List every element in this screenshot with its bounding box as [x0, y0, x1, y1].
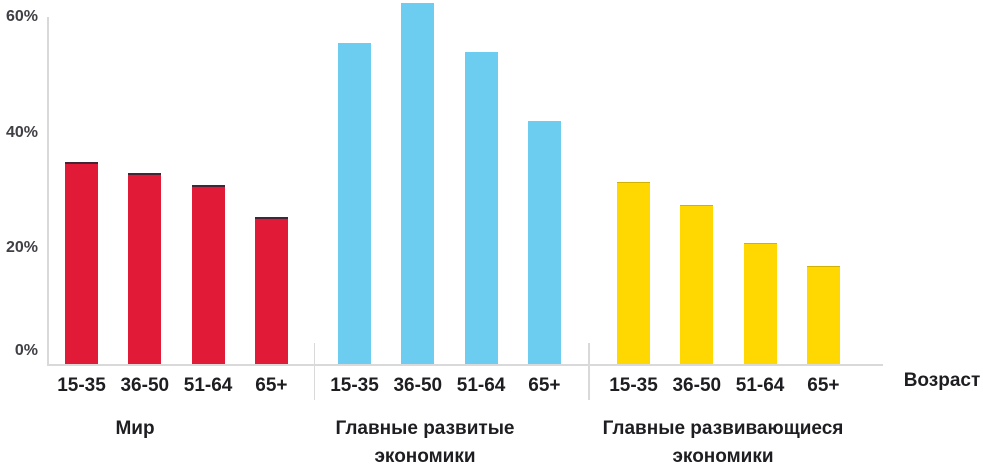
y-axis-tick-label: 20% [5, 239, 38, 257]
y-axis-tick-label: 60% [5, 8, 38, 26]
bar-1-15-35 [65, 161, 98, 364]
y-axis-line [47, 17, 49, 366]
y-axis-tick-label: 0% [14, 342, 38, 359]
group-label-line: Мир [115, 418, 155, 439]
x-tick-label: 15-35 [57, 375, 106, 396]
bar-2-15-35 [338, 43, 371, 364]
bar-1-51-64 [191, 184, 225, 364]
bar-1-36-50 [128, 173, 162, 364]
group-separator-line [313, 343, 315, 400]
x-tick-label: 36-50 [120, 375, 170, 396]
group-label-line: Главные развивающиеся [602, 418, 844, 439]
x-tick-label: 15-35 [330, 375, 379, 396]
x-tick-label: 15-35 [609, 375, 658, 396]
group-label: Главные развитые экономики [265, 415, 585, 469]
group-label-line: экономики [374, 446, 476, 467]
bar-2-36-50 [401, 2, 435, 364]
x-axis-line [47, 364, 883, 366]
age-axis-label: Возраст [903, 370, 981, 391]
x-tick-label: 36-50 [393, 375, 443, 396]
bar-1-65+ [254, 216, 288, 364]
x-tick-label: 51-64 [735, 375, 785, 396]
x-tick-label: 65+ [807, 375, 840, 396]
bar-2-51-64 [464, 51, 498, 364]
x-tick-label: 65+ [255, 375, 288, 396]
group-label-line: Главные развитые [335, 418, 515, 439]
bar-2-65+ [527, 121, 561, 364]
bar-3-36-50 [680, 205, 714, 364]
x-tick-label: 65+ [528, 375, 561, 396]
group-label-line: экономики [672, 446, 774, 467]
x-tick-label: 51-64 [456, 375, 506, 396]
group-label: Мир [0, 415, 295, 443]
bar-3-51-64 [743, 242, 777, 364]
group-label: Главные развивающиеся экономики [563, 415, 883, 469]
bar-3-65+ [806, 265, 840, 364]
bar-3-15-35 [617, 181, 650, 364]
x-tick-label: 36-50 [672, 375, 722, 396]
y-axis-tick-label: 40% [5, 123, 38, 141]
group-separator-line [588, 343, 590, 400]
x-tick-label: 51-64 [183, 375, 233, 396]
